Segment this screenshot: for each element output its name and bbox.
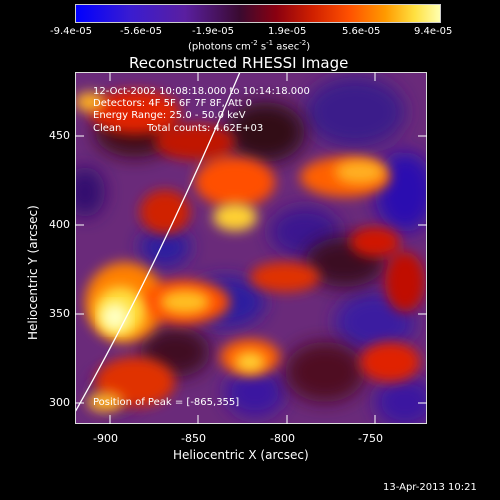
rhessi-image	[75, 72, 427, 424]
total-counts-label: Total counts: 4.62E+03	[147, 123, 264, 134]
x-axis-title: Heliocentric X (arcsec)	[173, 448, 309, 462]
algorithm-label: Clean	[93, 123, 122, 134]
y-tick-label: 300	[49, 396, 70, 409]
peak-position-label: Position of Peak = [-865,355]	[93, 397, 240, 408]
colorbar-tick-label: -9.4e-05	[50, 26, 92, 37]
colorbar-tick-label: -5.6e-05	[120, 26, 162, 37]
colorbar-tick-label: 5.6e-05	[342, 26, 381, 37]
x-tick-label: -900	[93, 432, 118, 445]
footer-timestamp: 13-Apr-2013 10:21	[383, 482, 477, 493]
y-axis-title: Heliocentric Y (arcsec)	[26, 205, 40, 340]
y-tick-label: 400	[49, 218, 70, 231]
y-tick-label: 450	[49, 129, 70, 142]
colorbar-tick-label: 1.9e-05	[268, 26, 307, 37]
colorbar-tick-label: -1.9e-05	[192, 26, 234, 37]
y-tick-label: 350	[49, 307, 70, 320]
plot-title: Reconstructed RHESSI Image	[129, 54, 349, 72]
energy-range-label: Energy Range: 25.0 - 50.0 keV	[93, 110, 246, 121]
detectors-label: Detectors: 4F 5F 6F 7F 8F, Att 0	[93, 98, 253, 109]
x-tick-label: -850	[181, 432, 206, 445]
x-tick-label: -750	[358, 432, 383, 445]
time-range-label: 12-Oct-2002 10:08:18.000 to 10:14:18.000	[93, 86, 310, 97]
colorbar	[75, 4, 441, 23]
colorbar-tick-label: 9.4e-05	[414, 26, 453, 37]
x-tick-label: -800	[270, 432, 295, 445]
colorbar-units: (photons cm-2 s-1 asec-2)	[188, 39, 311, 53]
